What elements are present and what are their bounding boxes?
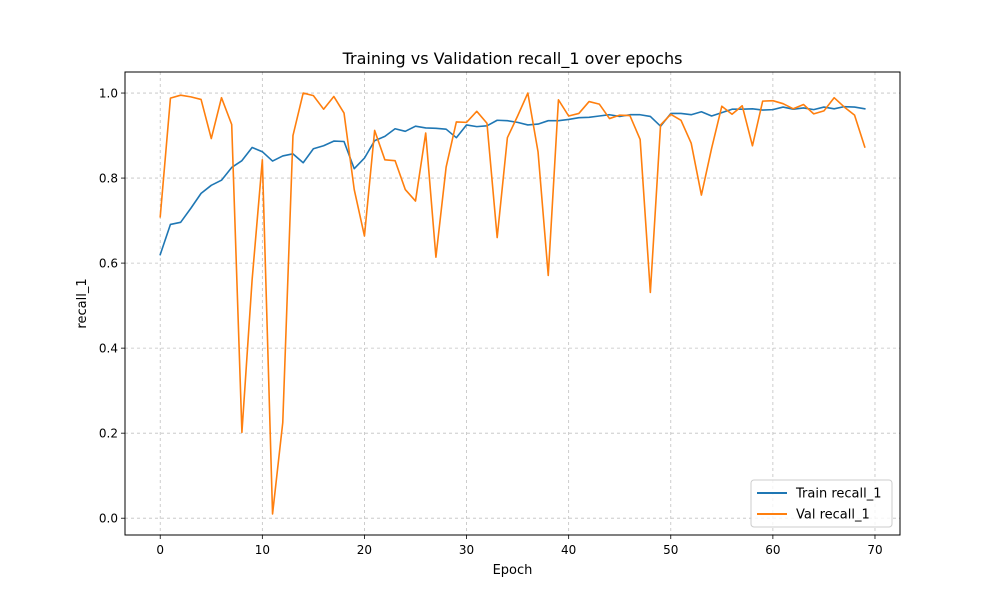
x-tick-label: 60 — [765, 543, 780, 557]
grid-lines — [125, 72, 900, 535]
x-tick-label: 20 — [357, 543, 372, 557]
x-tick-label: 70 — [867, 543, 882, 557]
y-tick-label: 0.8 — [99, 172, 118, 186]
chart-title: Training vs Validation recall_1 over epo… — [342, 49, 683, 69]
legend: Train recall_1 Val recall_1 — [750, 479, 893, 528]
y-tick-label: 0.0 — [99, 512, 118, 526]
x-tick-label: 40 — [561, 543, 576, 557]
x-tick-label: 50 — [663, 543, 678, 557]
y-tick-label: 1.0 — [99, 87, 118, 101]
x-tick-label: 10 — [255, 543, 270, 557]
val-recall-line — [159, 92, 866, 515]
x-axis-label: Epoch — [493, 563, 533, 578]
series-lines — [159, 92, 866, 515]
plot-area-frame — [124, 71, 901, 536]
train-recall-line — [159, 105, 866, 256]
legend-label-train: Train recall_1 — [795, 487, 882, 502]
axis-ticks: 0 10 20 30 40 50 60 70 0.0 0.2 0.4 0.6 0.8 1.0 — [99, 87, 883, 557]
legend-box — [750, 479, 893, 528]
y-tick-label: 0.4 — [99, 342, 118, 356]
y-tick-label: 0.6 — [99, 257, 118, 271]
x-tick-label: 0 — [156, 543, 164, 557]
legend-label-val: Val recall_1 — [796, 508, 870, 523]
y-axis-label: recall_1 — [75, 278, 90, 328]
y-tick-label: 0.2 — [99, 427, 118, 441]
x-tick-label: 30 — [459, 543, 474, 557]
